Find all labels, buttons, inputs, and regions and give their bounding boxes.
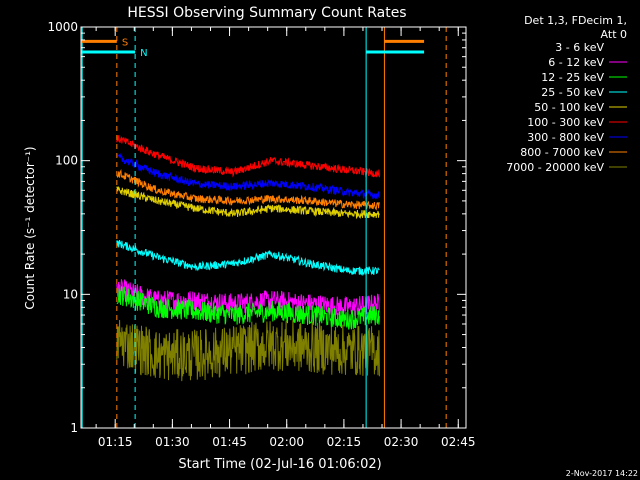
- x-tick-label: 02:45: [441, 435, 476, 449]
- legend-label: 7000 - 20000 keV: [506, 161, 604, 174]
- date-stamp: 2-Nov-2017 14:22: [566, 469, 638, 478]
- plot-frame: [80, 26, 467, 429]
- legend-label: 300 - 800 keV: [527, 131, 604, 144]
- legend-header-1: Det 1,3, FDecim 1,: [524, 14, 627, 27]
- series-line: [116, 186, 380, 220]
- legend-label: 25 - 50 keV: [541, 86, 604, 99]
- flag-label: S: [122, 37, 128, 48]
- series-line: [116, 152, 380, 200]
- legend-label: 800 - 7000 keV: [520, 146, 604, 159]
- legend-label: 6 - 12 keV: [548, 56, 604, 69]
- y-tick-label: 10: [63, 287, 78, 301]
- x-tick-label: 02:00: [269, 435, 304, 449]
- flag-label: N: [140, 48, 147, 59]
- legend-header-2: Att 0: [601, 28, 627, 41]
- series-line: [116, 135, 380, 178]
- x-tick-label: 02:15: [327, 435, 362, 449]
- legend-label: 12 - 25 keV: [541, 71, 604, 84]
- x-tick-label: 02:30: [384, 435, 419, 449]
- legend-label: 3 - 6 keV: [555, 41, 604, 54]
- y-tick-label: 1000: [47, 20, 78, 34]
- x-tick-label: 01:45: [212, 435, 247, 449]
- series-line: [116, 319, 380, 382]
- x-axis-label: Start Time (02-Jul-16 01:06:02): [178, 457, 381, 472]
- y-tick-label: 1: [70, 421, 78, 435]
- series-line: [116, 286, 380, 330]
- x-tick-label: 01:15: [98, 435, 133, 449]
- series-line: [116, 348, 380, 420]
- plot-area: S N 1 10 100 1000 01:15 01:30 01:45 02:00 02:15 02:…: [47, 20, 475, 449]
- series-line: [116, 168, 380, 211]
- legend-label: 100 - 300 keV: [527, 116, 604, 129]
- legend: 3 - 6 keV 6 - 12 keV 12 - 25 keV 25 - 50 ke…: [506, 41, 627, 174]
- legend-label: 50 - 100 keV: [534, 101, 604, 114]
- series-line: [116, 239, 380, 277]
- y-tick-label: 100: [55, 154, 78, 168]
- x-tick-label: 01:30: [155, 435, 190, 449]
- chart-title: HESSI Observing Summary Count Rates: [127, 5, 406, 21]
- y-axis-label: Count Rate (s⁻¹ detector⁻¹): [23, 146, 37, 309]
